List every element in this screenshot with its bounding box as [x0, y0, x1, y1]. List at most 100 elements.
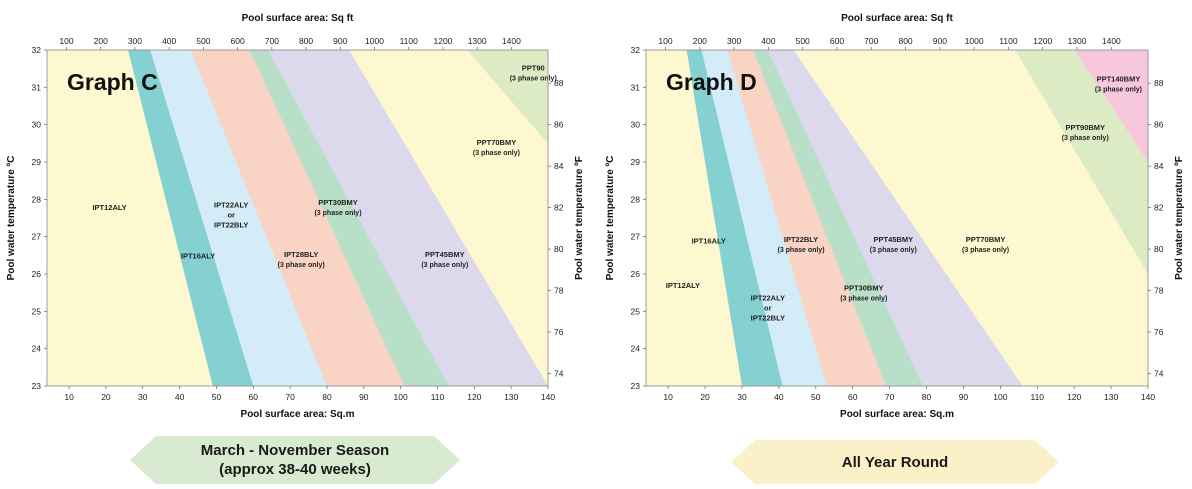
y-tick-label: 25: [631, 306, 641, 316]
y-tick-label: 26: [631, 269, 641, 279]
x-tick-label: 60: [249, 392, 259, 402]
plot-area: [646, 50, 1148, 386]
season-banner-march-november: March - November Season (approx 38-40 we…: [130, 436, 460, 484]
x-axis-title: Pool surface area: Sq.m: [840, 409, 954, 420]
x2-tick-label: 500: [196, 36, 210, 46]
x-tick-label: 20: [101, 392, 111, 402]
x2-tick-label: 800: [299, 36, 313, 46]
x2-tick-label: 400: [761, 36, 775, 46]
y2-tick-label: 88: [554, 78, 564, 88]
x2-tick-label: 600: [231, 36, 245, 46]
x-tick-label: 110: [431, 392, 445, 402]
band-ppt70bmy: [793, 50, 1148, 386]
y-tick-label: 27: [32, 232, 42, 242]
band-label: IPT22ALY or IPT22BLY: [751, 294, 785, 323]
band-label: PPT140BMY (3 phase only): [1095, 75, 1142, 94]
x2-tick-label: 500: [796, 36, 810, 46]
band-label: PPT30BMY (3 phase only): [840, 284, 887, 303]
y-tick-label: 32: [631, 45, 641, 55]
band-label: IPT16ALY: [181, 251, 215, 260]
x2-tick-label: 300: [727, 36, 741, 46]
y2-tick-label: 82: [1154, 203, 1164, 213]
y-tick-label: 31: [631, 82, 641, 92]
season-banner-label: All Year Round: [841, 453, 949, 471]
y-tick-label: 24: [32, 344, 42, 354]
x-axis-title: Pool surface area: Sq.m: [241, 409, 355, 420]
x-tick-label: 130: [504, 392, 518, 402]
season-banner-all-year: All Year Round: [731, 440, 1059, 484]
x2-tick-label: 700: [265, 36, 279, 46]
y-tick-label: 30: [32, 120, 42, 130]
band-label: PPT90 (3 phase only): [510, 63, 557, 82]
y2-tick-label: 76: [1154, 327, 1164, 337]
y2-axis-title: Pool water temperature ºF: [574, 156, 585, 280]
y2-tick-label: 84: [554, 161, 564, 171]
x2-tick-label: 1200: [1033, 36, 1052, 46]
x-tick-label: 10: [64, 392, 74, 402]
y2-tick-label: 74: [554, 369, 564, 379]
season-banner-label: March - November Season (approx 38-40 we…: [200, 442, 390, 478]
y2-tick-label: 82: [554, 203, 564, 213]
x2-tick-label: 1100: [400, 36, 419, 46]
band-ppt90: [467, 50, 548, 144]
x-tick-label: 90: [959, 392, 969, 402]
y-axis-title: Pool water temperature ºC: [6, 156, 17, 281]
x-tick-label: 80: [922, 392, 932, 402]
x-tick-label: 10: [663, 392, 673, 402]
x-tick-label: 20: [700, 392, 710, 402]
plot-frame: [645, 49, 1149, 387]
x-tick-label: 120: [1067, 392, 1081, 402]
x-tick-label: 130: [1104, 392, 1118, 402]
y2-tick-label: 84: [1154, 161, 1164, 171]
y-axis-title: Pool water temperature ºC: [605, 156, 616, 281]
y2-tick-label: 88: [1154, 78, 1164, 88]
band-label: PPT30BMY (3 phase only): [314, 198, 361, 217]
y-tick-label: 32: [32, 45, 42, 55]
x-tick-label: 100: [394, 392, 408, 402]
band-label: PPT90BMY (3 phase only): [1062, 123, 1109, 142]
band-label: IPT22BLY (3 phase only): [777, 235, 824, 254]
x2-tick-label: 1400: [1102, 36, 1121, 46]
y-tick-label: 23: [32, 381, 42, 391]
x2-tick-label: 1200: [433, 36, 452, 46]
y2-tick-label: 86: [554, 120, 564, 130]
x2-tick-label: 800: [898, 36, 912, 46]
x2-axis-title: Pool surface area: Sq ft: [242, 13, 354, 24]
x-tick-label: 70: [885, 392, 895, 402]
x-tick-label: 90: [359, 392, 369, 402]
x-tick-label: 120: [467, 392, 481, 402]
x2-tick-label: 1100: [999, 36, 1018, 46]
graph-title: Graph C: [67, 69, 158, 95]
x-tick-label: 140: [541, 392, 555, 402]
band-ppt140bmy: [1074, 50, 1148, 162]
band-label: IPT12ALY: [666, 281, 700, 290]
x-tick-label: 50: [212, 392, 222, 402]
x-tick-label: 110: [1030, 392, 1044, 402]
band-label: IPT16ALY: [692, 236, 726, 245]
y-tick-label: 30: [631, 120, 641, 130]
y2-tick-label: 80: [1154, 244, 1164, 254]
x-tick-label: 50: [811, 392, 821, 402]
x2-tick-label: 200: [693, 36, 707, 46]
band-label: PPT70BMY (3 phase only): [962, 235, 1009, 254]
y-tick-label: 31: [32, 82, 42, 92]
y2-tick-label: 78: [1154, 286, 1164, 296]
x2-axis-title: Pool surface area: Sq ft: [841, 13, 953, 24]
plot-area: [47, 50, 548, 386]
y-tick-label: 29: [32, 157, 42, 167]
y2-tick-label: 86: [1154, 120, 1164, 130]
y2-tick-label: 80: [554, 244, 564, 254]
x2-tick-label: 1300: [468, 36, 487, 46]
x2-tick-label: 200: [94, 36, 108, 46]
band-label: IPT22ALY or IPT22BLY: [214, 200, 248, 229]
y-tick-label: 28: [631, 194, 641, 204]
y-tick-label: 29: [631, 157, 641, 167]
y2-tick-label: 74: [1154, 369, 1164, 379]
x-tick-label: 60: [848, 392, 858, 402]
x-tick-label: 100: [993, 392, 1007, 402]
x2-tick-label: 1300: [1068, 36, 1087, 46]
x-tick-label: 80: [322, 392, 332, 402]
x-tick-label: 140: [1141, 392, 1155, 402]
y2-tick-label: 78: [554, 286, 564, 296]
x2-tick-label: 300: [128, 36, 142, 46]
